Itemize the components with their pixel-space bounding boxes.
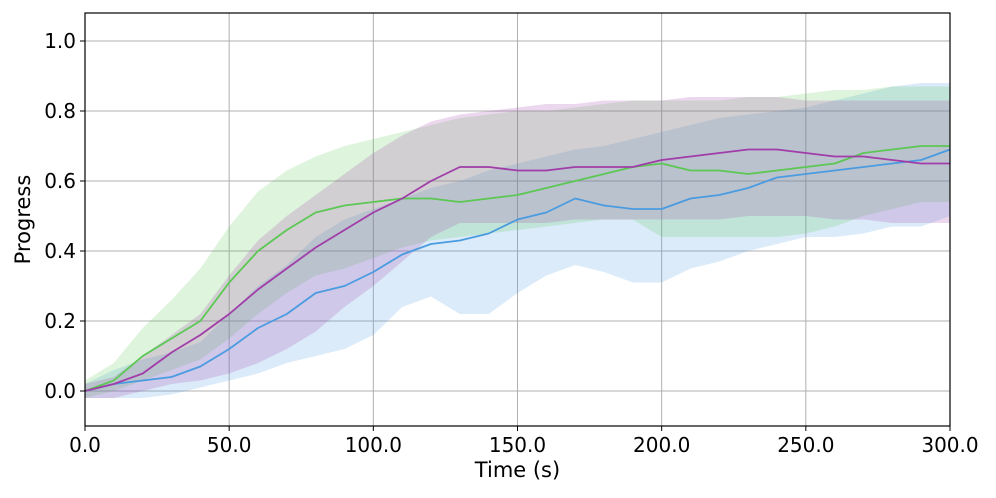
y-tick-label: 0.6 bbox=[44, 169, 76, 193]
series-line-1 bbox=[84, 148, 951, 392]
x-tick-label: 300.0 bbox=[921, 433, 978, 457]
series-line-2 bbox=[84, 145, 950, 392]
y-axis-label: Progress bbox=[11, 175, 35, 265]
x-axis-ticks: 0.0 50.0 100.0 150.0 200.0 250.0 300.0 bbox=[69, 426, 979, 457]
confidence-band-1 bbox=[85, 83, 950, 398]
y-tick-label: 0.2 bbox=[44, 309, 76, 333]
x-tick-label: 200.0 bbox=[633, 433, 690, 457]
x-axis-label: Time (s) bbox=[474, 458, 560, 482]
y-tick-label: 1.0 bbox=[44, 29, 76, 53]
y-axis-ticks: 0.0 0.2 0.4 0.6 0.8 1.0 bbox=[44, 29, 85, 403]
y-tick-label: 0.8 bbox=[44, 99, 76, 123]
x-tick-label: 0.0 bbox=[69, 433, 101, 457]
x-tick-label: 50.0 bbox=[207, 433, 252, 457]
x-tick-label: 150.0 bbox=[489, 433, 546, 457]
series-lines bbox=[84, 145, 951, 392]
y-tick-label: 0.4 bbox=[44, 239, 76, 263]
confidence-band-2 bbox=[85, 86, 950, 398]
x-tick-label: 250.0 bbox=[777, 433, 834, 457]
y-tick-label: 0.0 bbox=[44, 379, 76, 403]
x-tick-label: 100.0 bbox=[345, 433, 402, 457]
grid-lines bbox=[84, 13, 951, 426]
series-line-3 bbox=[84, 148, 950, 392]
